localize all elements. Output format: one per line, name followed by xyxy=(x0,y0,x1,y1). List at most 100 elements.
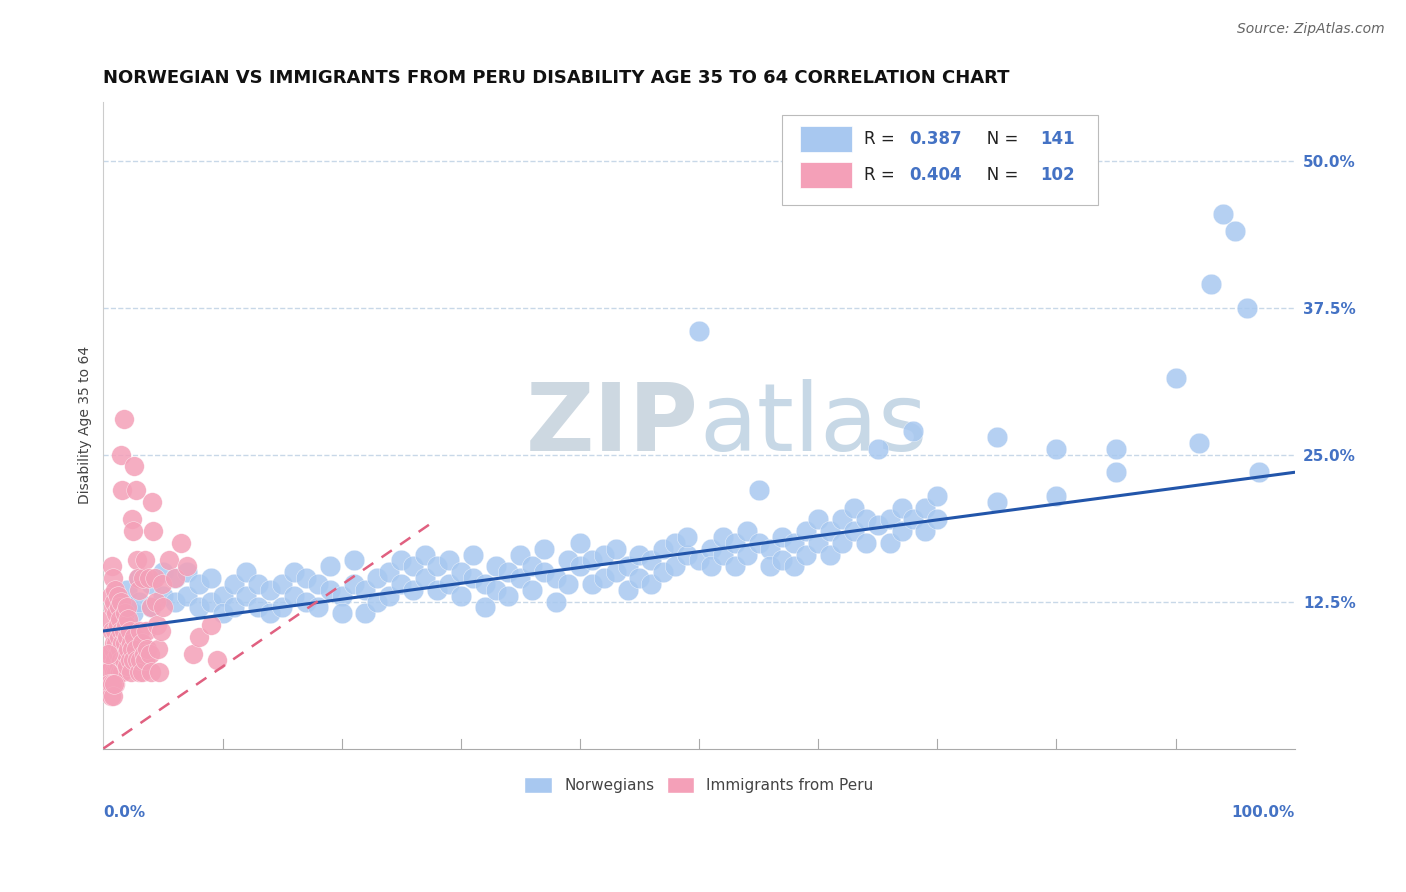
Point xyxy=(295,594,318,608)
Point xyxy=(134,553,156,567)
Point xyxy=(818,548,841,562)
FancyBboxPatch shape xyxy=(782,115,1098,205)
Point xyxy=(866,442,889,456)
Point xyxy=(890,524,912,538)
Point xyxy=(759,559,782,574)
Point xyxy=(152,589,174,603)
Point xyxy=(131,636,153,650)
Point xyxy=(307,600,329,615)
Point xyxy=(461,548,484,562)
Point xyxy=(170,536,193,550)
Text: 102: 102 xyxy=(1040,166,1076,184)
Point xyxy=(104,624,127,638)
Point xyxy=(1236,301,1258,315)
Point xyxy=(319,582,342,597)
Point xyxy=(111,636,134,650)
Point xyxy=(134,653,156,667)
Point xyxy=(104,677,127,691)
Point xyxy=(108,659,131,673)
Point xyxy=(163,571,186,585)
Point xyxy=(914,500,936,515)
Point xyxy=(200,618,222,632)
Text: N =: N = xyxy=(972,166,1024,184)
Point xyxy=(115,582,138,597)
Point xyxy=(129,653,152,667)
Point xyxy=(211,589,233,603)
Point xyxy=(807,512,830,526)
Point xyxy=(145,594,167,608)
Point xyxy=(131,571,153,585)
Point xyxy=(616,559,638,574)
Point xyxy=(100,589,122,603)
Point xyxy=(163,594,186,608)
Point xyxy=(128,582,150,597)
Legend: Norwegians, Immigrants from Peru: Norwegians, Immigrants from Peru xyxy=(519,771,880,799)
Point xyxy=(114,607,136,621)
Point xyxy=(879,512,901,526)
Point xyxy=(128,665,150,680)
Point xyxy=(100,559,122,574)
Point xyxy=(187,630,209,644)
Point xyxy=(200,594,222,608)
Point xyxy=(111,483,134,497)
Point xyxy=(770,530,793,544)
Point xyxy=(307,577,329,591)
Point xyxy=(927,512,949,526)
Point xyxy=(100,648,122,662)
Point xyxy=(163,571,186,585)
Point xyxy=(413,571,436,585)
Point xyxy=(450,565,472,579)
Point xyxy=(112,653,135,667)
Point xyxy=(378,589,401,603)
Point xyxy=(485,559,508,574)
Point xyxy=(122,653,145,667)
Point xyxy=(664,559,686,574)
Point xyxy=(108,665,131,680)
Point xyxy=(533,541,555,556)
Point xyxy=(783,559,806,574)
Point xyxy=(105,607,128,621)
Point xyxy=(474,577,496,591)
Point xyxy=(132,648,155,662)
Point xyxy=(927,489,949,503)
Point xyxy=(735,548,758,562)
Point xyxy=(176,559,198,574)
Point xyxy=(100,677,122,691)
Point xyxy=(986,430,1008,444)
Point xyxy=(121,641,143,656)
Point xyxy=(176,565,198,579)
Point xyxy=(108,641,131,656)
Text: R =: R = xyxy=(865,130,900,148)
Point xyxy=(129,624,152,638)
Point xyxy=(108,612,131,626)
Point xyxy=(100,659,122,673)
Y-axis label: Disability Age 35 to 64: Disability Age 35 to 64 xyxy=(79,346,93,504)
Point xyxy=(115,659,138,673)
Point xyxy=(105,665,128,680)
Point xyxy=(136,641,159,656)
Point xyxy=(139,600,162,615)
Point xyxy=(131,665,153,680)
Point xyxy=(509,548,531,562)
Point xyxy=(914,524,936,538)
Point xyxy=(319,559,342,574)
Point xyxy=(1164,371,1187,385)
Point xyxy=(413,548,436,562)
Point xyxy=(115,618,138,632)
Point xyxy=(224,600,246,615)
Point xyxy=(366,571,388,585)
Point xyxy=(605,565,627,579)
Point xyxy=(259,582,281,597)
Point xyxy=(652,565,675,579)
Point xyxy=(104,582,127,597)
Point xyxy=(474,600,496,615)
Point xyxy=(271,600,294,615)
Point xyxy=(103,594,125,608)
Point xyxy=(247,577,270,591)
Point xyxy=(1045,442,1067,456)
Point xyxy=(437,577,460,591)
Point xyxy=(211,607,233,621)
Point xyxy=(120,665,142,680)
Point xyxy=(100,689,122,703)
Point xyxy=(176,589,198,603)
